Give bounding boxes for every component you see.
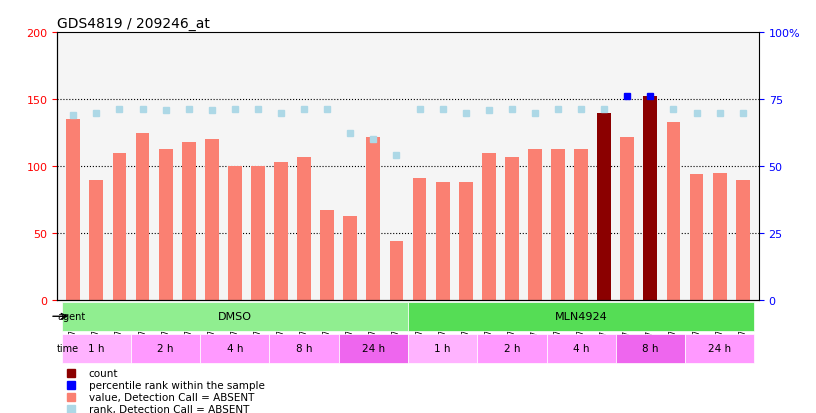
Bar — [66, 120, 80, 300]
FancyBboxPatch shape — [685, 334, 754, 363]
Bar — [690, 175, 703, 300]
FancyBboxPatch shape — [547, 334, 616, 363]
Bar — [667, 123, 681, 300]
Bar — [389, 242, 403, 300]
Text: 2 h: 2 h — [503, 344, 520, 354]
FancyBboxPatch shape — [616, 334, 685, 363]
Bar — [113, 153, 126, 300]
Text: GDS4819 / 209246_at: GDS4819 / 209246_at — [57, 17, 210, 31]
Bar — [228, 167, 242, 300]
Bar — [158, 150, 172, 300]
Bar — [135, 133, 149, 300]
Bar — [90, 180, 104, 300]
FancyBboxPatch shape — [269, 334, 339, 363]
FancyBboxPatch shape — [131, 334, 200, 363]
FancyBboxPatch shape — [200, 334, 269, 363]
Bar — [482, 153, 496, 300]
Text: 24 h: 24 h — [361, 344, 385, 354]
Bar — [413, 179, 427, 300]
FancyBboxPatch shape — [62, 334, 131, 363]
Text: 4 h: 4 h — [227, 344, 243, 354]
Text: 8 h: 8 h — [296, 344, 313, 354]
Bar — [528, 150, 542, 300]
Bar — [597, 113, 611, 300]
Bar — [736, 180, 750, 300]
Bar — [459, 183, 472, 300]
Bar — [620, 138, 634, 300]
Text: 24 h: 24 h — [708, 344, 731, 354]
Text: 4 h: 4 h — [573, 344, 589, 354]
Bar — [274, 163, 288, 300]
Bar — [320, 211, 334, 300]
Bar — [505, 157, 519, 300]
Bar — [436, 183, 450, 300]
Text: time: time — [57, 344, 79, 354]
Bar — [366, 138, 380, 300]
Text: 8 h: 8 h — [642, 344, 659, 354]
FancyBboxPatch shape — [408, 302, 754, 331]
Bar — [644, 97, 658, 300]
Bar — [297, 157, 311, 300]
Bar — [551, 150, 565, 300]
FancyBboxPatch shape — [62, 302, 408, 331]
Text: count: count — [89, 368, 118, 377]
Text: DMSO: DMSO — [218, 311, 252, 321]
FancyBboxPatch shape — [339, 334, 408, 363]
Bar — [712, 173, 726, 300]
Bar — [344, 216, 357, 300]
Text: percentile rank within the sample: percentile rank within the sample — [89, 380, 264, 390]
Text: MLN4924: MLN4924 — [555, 311, 607, 321]
Text: agent: agent — [57, 311, 86, 321]
Text: value, Detection Call = ABSENT: value, Detection Call = ABSENT — [89, 392, 254, 402]
Text: 1 h: 1 h — [434, 344, 451, 354]
Bar — [205, 140, 219, 300]
FancyBboxPatch shape — [477, 334, 547, 363]
Text: rank, Detection Call = ABSENT: rank, Detection Call = ABSENT — [89, 404, 249, 413]
Bar — [182, 142, 196, 300]
Text: 2 h: 2 h — [157, 344, 174, 354]
FancyBboxPatch shape — [408, 334, 477, 363]
Bar — [574, 150, 588, 300]
Bar — [251, 167, 265, 300]
Text: 1 h: 1 h — [88, 344, 104, 354]
